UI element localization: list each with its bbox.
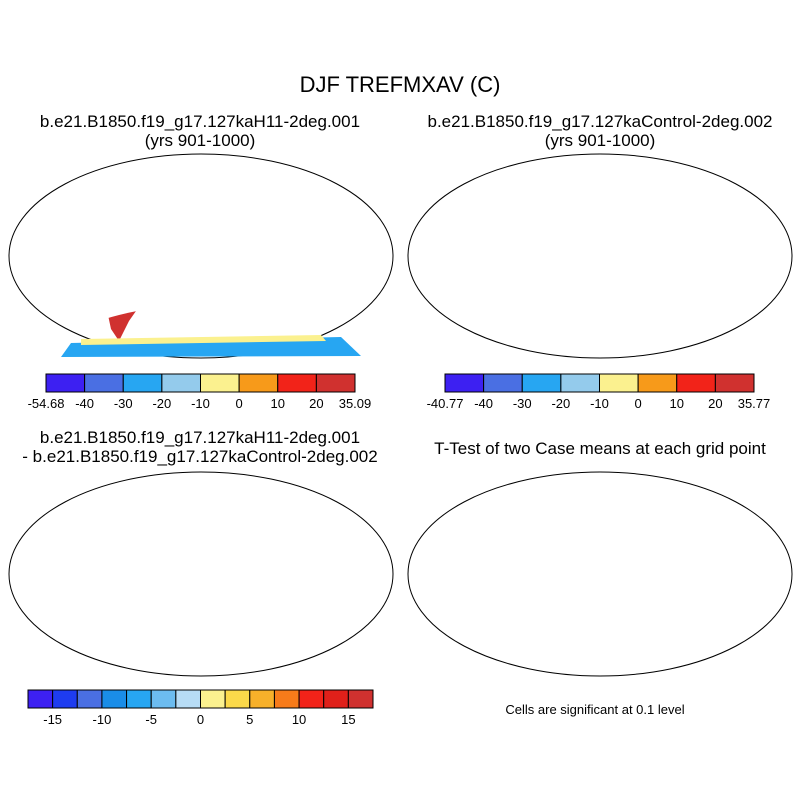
- colorbar-tick-label: -30: [114, 396, 133, 411]
- panel-1-title: b.e21.B1850.f19_g17.127kaH11-2deg.001: [39, 112, 361, 131]
- colorbar-swatch: [238, 373, 279, 393]
- colorbar-3: -15 -10 -5 0 5 10 15: [27, 689, 374, 727]
- colorbar-tick-label: -10: [191, 396, 210, 411]
- globe-outline: [8, 471, 394, 677]
- panel-3-subtitle: - b.e21.B1850.f19_g17.127kaControl-2deg.…: [22, 447, 378, 466]
- panel-2-subtitle: (yrs 901-1000): [544, 131, 656, 150]
- globe-outline: [407, 471, 793, 677]
- colorbar-swatch: [175, 689, 202, 709]
- panel-4-title: T-Test of two Case means at each grid po…: [434, 439, 766, 458]
- colorbar-swatch: [444, 373, 485, 393]
- colorbar-tick-label: 35.77: [738, 396, 771, 411]
- colorbar-tick-label: -20: [551, 396, 570, 411]
- colorbar-tick-label: -10: [93, 712, 112, 727]
- globe-outline: [8, 153, 394, 359]
- map-panel-3: [8, 471, 394, 677]
- colorbar-tick-label: 10: [670, 396, 684, 411]
- colorbar-swatch: [315, 373, 356, 393]
- colorbar-swatch: [52, 689, 78, 709]
- colorbar-tick-label: 20: [309, 396, 323, 411]
- colorbar-swatch: [714, 373, 755, 393]
- colorbar-swatch: [126, 689, 152, 709]
- colorbar-swatch: [224, 689, 251, 709]
- colorbar-tick-label: -20: [152, 396, 171, 411]
- colorbar-swatch: [249, 689, 275, 709]
- colorbar-tick-label: 15: [341, 712, 355, 727]
- colorbar-swatch: [101, 689, 128, 709]
- colorbar-tick-label: 10: [271, 396, 285, 411]
- colorbar-2: -40.77 -40 -30 -20 -10 0 10 20 35.77: [427, 373, 771, 411]
- map-panel-4: [407, 471, 793, 677]
- colorbar-tick-label: 0: [236, 396, 243, 411]
- colorbar-tick-label: -40: [75, 396, 94, 411]
- colorbar-swatch: [347, 689, 374, 709]
- colorbar-swatch: [599, 373, 639, 393]
- colorbar-swatch: [150, 689, 177, 709]
- colorbar-tick-label: 20: [708, 396, 722, 411]
- globe-outline: [407, 153, 793, 359]
- colorbar-swatch: [122, 373, 163, 393]
- colorbar-swatch: [273, 689, 300, 709]
- colorbar-tick-label: -10: [590, 396, 609, 411]
- colorbar-tick-label: -54.68: [28, 396, 65, 411]
- map-panel-1: [8, 153, 394, 359]
- colorbar-swatch: [637, 373, 678, 393]
- colorbar-swatch: [161, 373, 201, 393]
- colorbar-tick-label: 10: [292, 712, 306, 727]
- map-panel-2: [407, 153, 793, 359]
- panel-3-title: b.e21.B1850.f19_g17.127kaH11-2deg.001: [39, 428, 361, 447]
- colorbar-swatch: [76, 689, 103, 709]
- colorbar-swatch: [27, 689, 54, 709]
- colorbar-tick-label: 0: [197, 712, 204, 727]
- colorbar-swatch: [200, 689, 226, 709]
- colorbar-swatch: [298, 689, 325, 709]
- panel-1-subtitle: (yrs 901-1000): [144, 131, 256, 150]
- colorbar-swatch: [676, 373, 716, 393]
- colorbar-swatch: [323, 689, 349, 709]
- colorbar-tick-label: 35.09: [339, 396, 372, 411]
- colorbar-swatch: [84, 373, 124, 393]
- colorbar-tick-label: -40: [474, 396, 493, 411]
- colorbar-tick-label: 5: [246, 712, 253, 727]
- figure-title: DJF TREFMXAV (C): [299, 72, 501, 97]
- colorbar-swatch: [560, 373, 600, 393]
- significance-note: Cells are significant at 0.1 level: [505, 702, 685, 717]
- colorbar-tick-label: -5: [145, 712, 157, 727]
- panel-2-title: b.e21.B1850.f19_g17.127kaControl-2deg.00…: [427, 112, 773, 131]
- colorbar-tick-label: 0: [635, 396, 642, 411]
- colorbar-tick-label: -30: [513, 396, 532, 411]
- colorbar-swatch: [483, 373, 523, 393]
- colorbar-swatch: [521, 373, 562, 393]
- colorbar-1: -54.68 -40 -30 -20 -10 0 10 20 35.09: [28, 373, 372, 411]
- colorbar-swatch: [45, 373, 86, 393]
- colorbar-tick-label: -40.77: [427, 396, 464, 411]
- colorbar-tick-label: -15: [43, 712, 62, 727]
- colorbar-swatch: [200, 373, 240, 393]
- colorbar-swatch: [277, 373, 317, 393]
